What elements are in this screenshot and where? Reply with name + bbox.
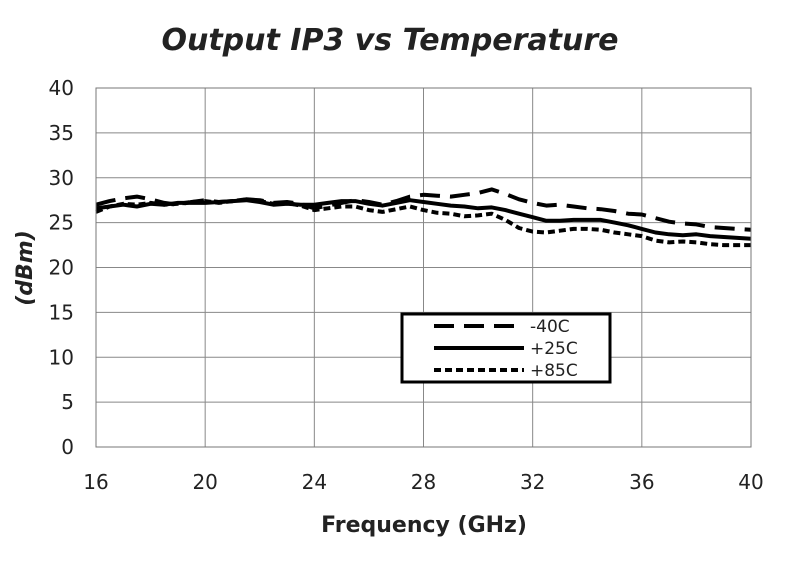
grid xyxy=(96,88,751,447)
y-axis-title: (dBm) xyxy=(13,230,38,306)
x-tick-label: 32 xyxy=(520,470,545,494)
y-tick-label: 10 xyxy=(49,345,74,369)
tick-labels: 16 20 24 28 32 36 40 0 5 10 15 20 25 30 35 40 xyxy=(49,76,764,494)
y-tick-label: 0 xyxy=(61,435,74,459)
x-tick-label: 20 xyxy=(192,470,217,494)
x-tick-label: 24 xyxy=(302,470,327,494)
y-tick-label: 35 xyxy=(49,121,74,145)
legend: -40C +25C +85C xyxy=(400,312,612,384)
series-lines xyxy=(95,187,752,248)
y-tick-label: 20 xyxy=(49,256,74,280)
legend-label-minus40c: -40C xyxy=(530,317,570,337)
x-tick-label: 28 xyxy=(411,470,436,494)
x-tick-label: 40 xyxy=(738,470,763,494)
series-line-minus40c xyxy=(95,187,752,232)
legend-label-plus25c: +25C xyxy=(530,339,578,359)
y-tick-label: 5 xyxy=(61,390,74,414)
y-tick-label: 25 xyxy=(49,211,74,235)
x-tick-label: 36 xyxy=(629,470,654,494)
y-tick-label: 15 xyxy=(49,300,74,324)
chart-title: Output IP3 vs Temperature xyxy=(161,23,618,58)
plot-border xyxy=(95,87,752,448)
series-line-plus85c xyxy=(95,197,751,248)
y-tick-label: 40 xyxy=(49,76,74,100)
x-tick-label: 16 xyxy=(83,470,108,494)
legend-label-plus85c: +85C xyxy=(530,361,578,381)
x-axis-title: Frequency (GHz) xyxy=(321,513,527,538)
y-tick-label: 30 xyxy=(49,166,74,190)
